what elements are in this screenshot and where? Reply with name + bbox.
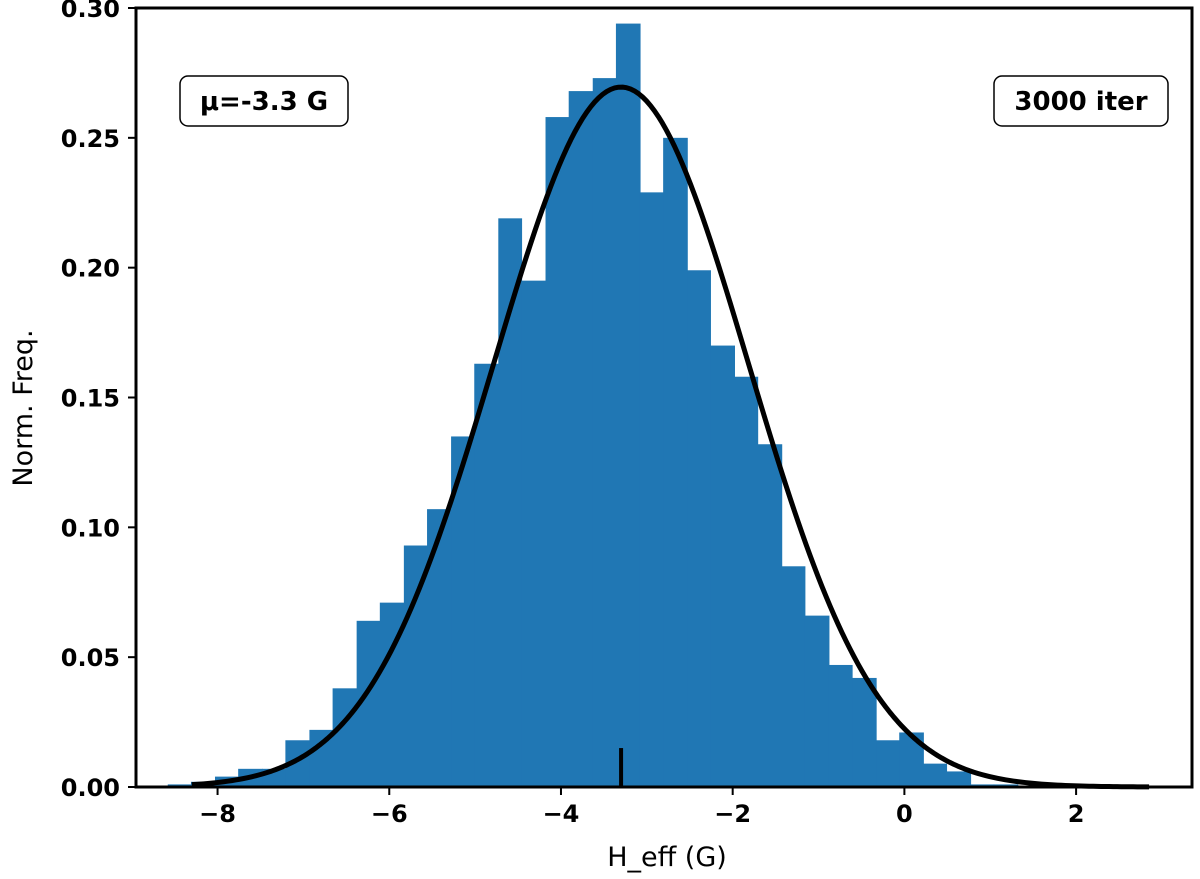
y-tick-label: 0.25 bbox=[61, 125, 120, 153]
histogram-bar bbox=[521, 280, 547, 787]
x-tick-label: 0 bbox=[896, 800, 913, 828]
histogram-bar bbox=[451, 436, 475, 787]
y-tick-label: 0.00 bbox=[61, 774, 120, 802]
x-tick-label: −4 bbox=[543, 800, 580, 828]
histogram-bar bbox=[356, 620, 381, 787]
y-axis-label: Norm. Freq. bbox=[8, 329, 39, 486]
y-axis-ticks: 0.00 0.05 0.10 0.15 0.20 0.25 0.30 bbox=[61, 0, 136, 802]
annotation-iterations: 3000 iter bbox=[993, 75, 1169, 127]
y-tick-label: 0.20 bbox=[61, 255, 120, 283]
histogram-bar bbox=[804, 615, 830, 787]
y-tick-label: 0.10 bbox=[61, 514, 120, 542]
histogram-bar bbox=[734, 376, 759, 787]
histogram-bar bbox=[757, 444, 783, 787]
histogram-bar bbox=[639, 192, 664, 787]
x-axis-ticks: −8 −6 −4 −2 0 2 bbox=[199, 787, 1084, 828]
histogram-bar bbox=[474, 363, 499, 787]
histogram-bar bbox=[615, 23, 641, 787]
histogram-bar bbox=[498, 218, 523, 787]
histogram-bar bbox=[781, 566, 806, 787]
histogram-bar bbox=[663, 137, 688, 788]
histogram-bar bbox=[309, 729, 334, 787]
gaussian-fit-layer bbox=[191, 84, 1150, 790]
y-tick-label: 0.30 bbox=[61, 0, 120, 23]
gaussian-fit-line bbox=[191, 84, 1150, 790]
annotation-mean: μ=-3.3 G bbox=[179, 75, 349, 127]
histogram-bar bbox=[876, 740, 900, 787]
histogram-bar bbox=[545, 117, 570, 787]
annotation-mean-text: μ=-3.3 G bbox=[200, 87, 328, 117]
histogram-bar bbox=[592, 78, 617, 788]
histogram-bar bbox=[946, 771, 972, 787]
histogram-bar bbox=[687, 270, 711, 788]
x-tick-label: −2 bbox=[714, 800, 751, 828]
y-tick-label: 0.05 bbox=[61, 644, 120, 672]
histogram-bars bbox=[167, 23, 1019, 788]
x-axis-label: H_eff (G) bbox=[607, 842, 727, 873]
histogram-bar bbox=[332, 688, 358, 787]
x-tick-label: −8 bbox=[199, 800, 236, 828]
annotation-iterations-text: 3000 iter bbox=[1014, 87, 1147, 117]
histogram-bar bbox=[852, 677, 877, 787]
histogram-bar bbox=[427, 509, 452, 787]
y-tick-label: 0.15 bbox=[61, 385, 120, 413]
histogram-bar bbox=[568, 91, 594, 788]
histogram-bar bbox=[923, 763, 948, 787]
histogram-bar bbox=[828, 664, 853, 787]
x-tick-label: −6 bbox=[371, 800, 408, 828]
x-tick-label: 2 bbox=[1068, 800, 1085, 828]
histogram-bar bbox=[710, 345, 735, 787]
